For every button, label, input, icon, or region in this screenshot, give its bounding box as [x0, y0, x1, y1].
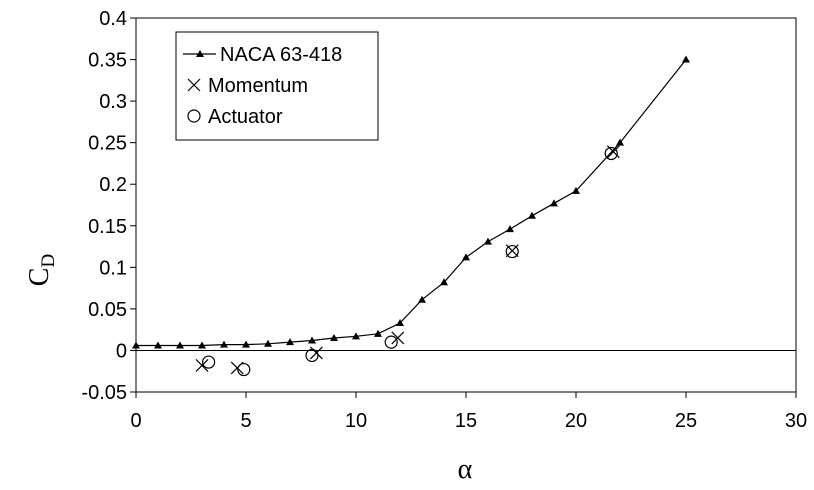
- y-tick-label: 0.4: [99, 8, 127, 30]
- point-naca-63-418: [154, 341, 162, 349]
- point-naca-63-418: [550, 199, 558, 207]
- point-naca-63-418: [462, 253, 470, 261]
- y-tick-label: -0.05: [81, 382, 127, 404]
- y-axis-title-subscript: D: [38, 254, 59, 268]
- point-actuator: [384, 335, 398, 349]
- y-axis-title: CD: [24, 254, 59, 286]
- x-tick-label: 25: [675, 410, 697, 432]
- plot-area: [132, 55, 690, 377]
- x-tick-label: 0: [130, 410, 141, 432]
- point-naca-63-418: [330, 333, 338, 341]
- y-tick-label: 0.1: [99, 257, 127, 279]
- point-actuator: [305, 348, 319, 363]
- point-naca-63-418: [528, 211, 536, 219]
- point-momentum: [391, 331, 405, 345]
- y-tick-label: 0: [116, 340, 127, 362]
- point-momentum: [309, 346, 323, 360]
- point-actuator: [202, 355, 216, 369]
- y-axis-title-main: C: [24, 268, 55, 287]
- legend-box: [175, 31, 379, 141]
- point-naca-63-418: [682, 55, 690, 63]
- point-naca-63-418: [286, 338, 294, 346]
- point-naca-63-418: [242, 340, 250, 348]
- point-naca-63-418: [198, 341, 206, 349]
- point-naca-63-418: [484, 237, 492, 245]
- legend-marker-naca-63-418: [196, 50, 204, 57]
- x-tick-label: 20: [565, 410, 587, 432]
- point-naca-63-418: [308, 336, 316, 344]
- point-naca-63-418: [132, 341, 140, 349]
- point-naca-63-418: [176, 341, 184, 349]
- point-naca-63-418: [374, 329, 382, 337]
- point-naca-63-418: [264, 339, 272, 347]
- point-naca-63-418: [220, 340, 228, 348]
- x-tick-label: 30: [785, 410, 807, 432]
- point-naca-63-418: [572, 186, 580, 194]
- y-tick-label: 0.15: [88, 216, 127, 238]
- x-tick-label: 5: [240, 410, 251, 432]
- y-tick-label: 0.25: [88, 133, 127, 155]
- point-naca-63-418: [396, 319, 404, 327]
- legend-marker-momentum: [187, 78, 201, 92]
- y-tick-label: 0.05: [88, 299, 127, 321]
- point-actuator: [604, 146, 618, 161]
- point-actuator: [237, 362, 251, 377]
- legend-label-naca-63-418: NACA 63-418: [220, 44, 342, 66]
- point-momentum: [195, 358, 209, 372]
- legend: NACA 63-418 Momentum Actuator: [175, 31, 379, 141]
- legend-label-actuator: Actuator: [208, 106, 283, 128]
- point-naca-63-418: [506, 225, 514, 233]
- point-naca-63-418: [352, 332, 360, 340]
- x-axis-title: α: [458, 454, 473, 485]
- point-actuator: [505, 244, 519, 259]
- point-naca-63-418: [418, 295, 426, 303]
- x-tick-label: 15: [455, 410, 477, 432]
- point-naca-63-418: [440, 278, 448, 286]
- x-tick-label: 10: [345, 410, 367, 432]
- y-tick-label: 0.3: [99, 91, 127, 113]
- y-tick-label: 0.35: [88, 50, 127, 72]
- legend-marker-actuator: [187, 109, 201, 123]
- y-tick-label: 0.2: [99, 174, 127, 196]
- legend-label-momentum: Momentum: [208, 75, 308, 97]
- point-naca-63-418: [616, 138, 624, 146]
